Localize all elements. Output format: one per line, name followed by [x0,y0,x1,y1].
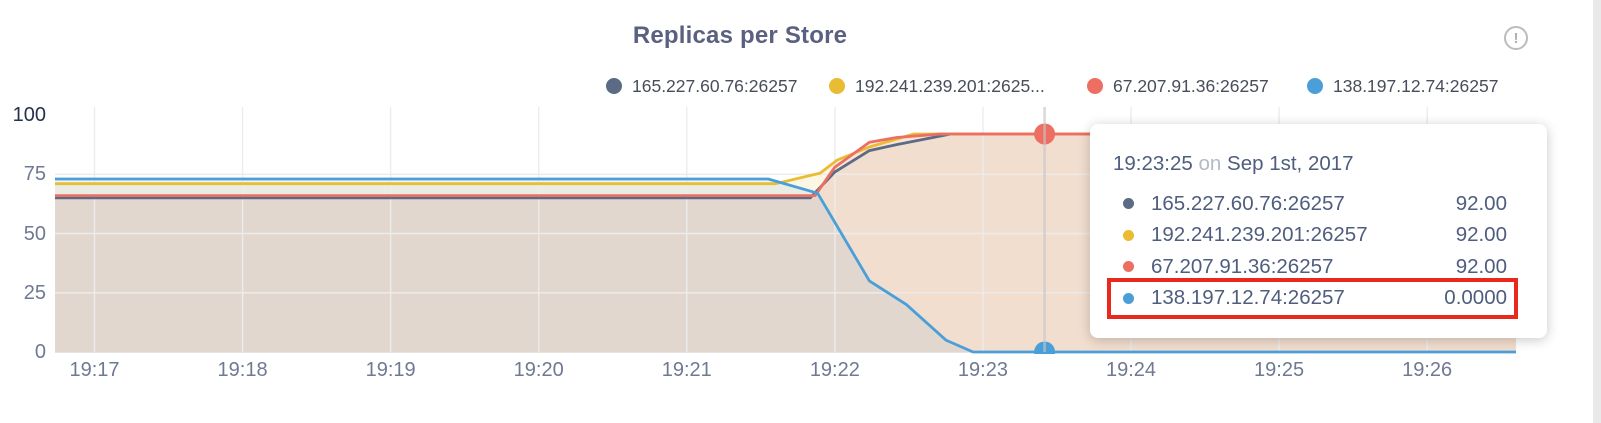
x-axis-tick-label: 19:24 [1105,359,1157,381]
x-axis-tick-label: 19:25 [1254,359,1305,381]
series-line[interactable] [55,132,1516,186]
tooltip-series-dot-icon [1123,261,1134,273]
tooltip-row: 192.241.239.201:26257 92.00 [1113,220,1507,252]
y-axis-tick-label: 25 [23,281,46,304]
tooltip-timestamp: 19:23:25 on Sep 1st, 2017 [1113,152,1547,176]
tooltip-row: 67.207.91.36:26257 92.00 [1113,251,1507,283]
tooltip-conjunction: on [1198,152,1222,175]
tooltip-series-value: 0.0000 [1444,286,1507,310]
tooltip-row: 138.197.12.74:26257 0.0000 [1107,277,1518,319]
exclamation-glyph: ! [1513,29,1519,47]
legend-item[interactable]: 138.197.12.74:26257 [1307,76,1498,96]
tooltip-row: 165.227.60.76:26257 92.00 [1113,188,1507,220]
y-axis-tick-label: 50 [23,222,46,245]
x-axis-tick-label: 19:22 [809,359,860,381]
x-axis-tick-label: 19:18 [217,359,268,381]
legend-item[interactable]: 192.241.239.201:2625... [829,76,1045,96]
tooltip-rows: 165.227.60.76:26257 92.00 192.241.239.201:… [1107,188,1518,319]
tooltip-time: 19:23:25 [1113,152,1193,175]
tooltip-date: Sep 1st, 2017 [1227,152,1354,175]
tooltip-series-label: 138.197.12.74:26257 [1151,286,1345,310]
x-axis-tick-label: 19:21 [661,359,712,381]
tooltip-series-value: 92.00 [1455,254,1507,278]
x-axis-tick-label: 19:17 [69,359,120,381]
legend-label: 138.197.12.74:26257 [1333,75,1499,96]
hover-tooltip: 19:23:25 on Sep 1st, 2017 165.227.60.76:… [1090,124,1547,338]
series-line[interactable] [55,177,1516,354]
x-axis-tick-label: 19:20 [513,359,564,381]
legend-label: 192.241.239.201:2625... [855,75,1045,96]
x-axis-tick-label: 19:26 [1402,359,1453,381]
x-axis-tick-label: 19:23 [957,359,1008,381]
y-axis-tick-label: 75 [23,163,46,186]
x-axis-tick-label: 19:19 [365,359,416,381]
legend-item[interactable]: 165.227.60.76:26257 [606,76,797,96]
tooltip-series-label: 165.227.60.76:26257 [1151,191,1345,215]
tooltip-series-label: 192.241.239.201:26257 [1151,223,1368,247]
legend-label: 67.207.91.36:26257 [1113,75,1269,96]
legend-dot-icon [829,78,845,94]
legend-dot-icon [1307,78,1323,94]
y-axis-tick-label: 0 [34,341,46,363]
info-icon[interactable]: ! [1504,26,1528,50]
tooltip-series-dot-icon [1123,292,1134,304]
tooltip-series-dot-icon [1123,198,1134,210]
tooltip-series-label: 67.207.91.36:26257 [1151,254,1334,278]
legend-item[interactable]: 67.207.91.36:26257 [1087,76,1269,96]
y-axis-tick-label: 100 [12,104,46,126]
legend-dot-icon [1087,78,1103,94]
series-line[interactable] [55,132,1516,198]
tooltip-series-value: 92.00 [1455,223,1507,247]
area-fill [55,179,1516,352]
tooltip-series-value: 92.00 [1455,191,1507,215]
chart-title: Replicas per Store [632,22,848,49]
legend-dot-icon [606,78,622,94]
tooltip-series-dot-icon [1123,229,1134,241]
scrollbar[interactable] [1593,0,1601,423]
legend-label: 165.227.60.76:26257 [632,75,798,96]
